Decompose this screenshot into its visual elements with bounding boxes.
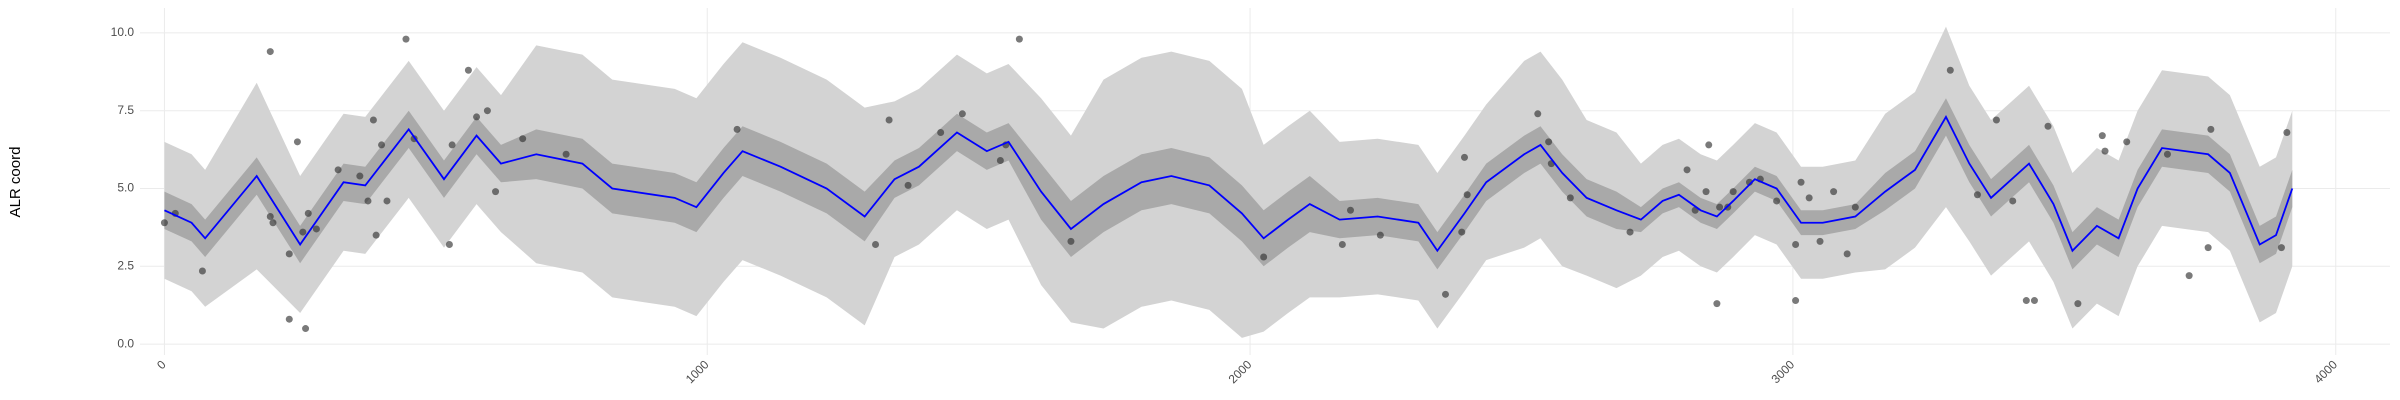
data-point	[302, 325, 310, 333]
data-point	[266, 213, 274, 221]
data-point	[269, 219, 277, 227]
data-point	[1843, 250, 1851, 258]
data-point	[293, 138, 301, 146]
data-point	[285, 315, 293, 323]
data-point	[1702, 188, 1710, 196]
data-point	[2185, 272, 2193, 280]
data-point	[1067, 237, 1075, 245]
data-point	[1015, 35, 1023, 43]
data-point	[1805, 194, 1813, 202]
data-point	[304, 209, 312, 217]
data-point	[383, 197, 391, 205]
data-point	[2030, 297, 2038, 305]
y-tick-label: 7.5	[117, 103, 134, 117]
data-point	[2009, 197, 2017, 205]
data-point	[1260, 253, 1268, 261]
data-point	[1683, 166, 1691, 174]
mean-line	[164, 115, 2294, 253]
data-point	[1545, 138, 1553, 146]
data-point	[1973, 191, 1981, 199]
data-point	[1946, 66, 1954, 74]
data-point	[1705, 141, 1713, 149]
data-point	[1376, 231, 1384, 239]
data-point	[519, 135, 527, 143]
data-point	[1830, 188, 1838, 196]
data-point	[885, 116, 893, 124]
data-point	[2101, 147, 2109, 155]
data-point	[483, 107, 491, 115]
data-point	[1729, 188, 1737, 196]
data-point	[1992, 116, 2000, 124]
data-point	[2204, 244, 2212, 252]
data-point	[733, 125, 741, 133]
data-point	[937, 128, 945, 136]
data-point	[2207, 125, 2215, 133]
x-tick-label: 3000	[1768, 357, 1797, 386]
y-tick-label: 2.5	[117, 258, 134, 272]
data-point	[1851, 203, 1859, 211]
data-point	[334, 166, 342, 174]
data-point	[492, 188, 500, 196]
data-point	[1463, 191, 1471, 199]
data-point	[872, 241, 880, 249]
x-tick-label: 1000	[683, 357, 712, 386]
x-tick-label: 2000	[1226, 357, 1255, 386]
data-point	[1338, 241, 1346, 249]
data-point	[2022, 297, 2030, 305]
data-point	[904, 181, 912, 189]
data-point	[378, 141, 386, 149]
data-point	[1566, 194, 1574, 202]
data-point	[464, 66, 472, 74]
data-point	[1797, 178, 1805, 186]
data-point	[369, 116, 377, 124]
data-point	[1460, 153, 1468, 161]
data-point	[1713, 300, 1721, 308]
data-point	[198, 267, 206, 275]
data-point	[372, 231, 380, 239]
data-point	[996, 156, 1004, 164]
data-point	[2098, 132, 2106, 140]
data-point	[1441, 290, 1449, 298]
y-axis-label: ALR coord	[7, 147, 24, 218]
data-point	[2283, 128, 2291, 136]
data-point	[312, 225, 320, 233]
data-point	[402, 35, 410, 43]
data-point	[364, 197, 372, 205]
data-point	[958, 110, 966, 118]
data-point	[562, 150, 570, 158]
data-point	[2163, 150, 2171, 158]
data-point	[1792, 241, 1800, 249]
data-point	[445, 241, 453, 249]
data-point	[473, 113, 481, 121]
y-tick-label: 0.0	[117, 336, 134, 350]
data-point	[2123, 138, 2131, 146]
data-point	[1773, 197, 1781, 205]
data-point	[356, 172, 364, 180]
data-point	[1458, 228, 1466, 236]
data-point	[2277, 244, 2285, 252]
data-point	[1626, 228, 1634, 236]
data-point	[299, 228, 307, 236]
data-point	[1716, 203, 1724, 211]
data-point	[1816, 237, 1824, 245]
data-point	[2074, 300, 2082, 308]
confidence-band	[164, 98, 2293, 270]
data-point	[448, 141, 456, 149]
y-tick-label: 10.0	[111, 25, 135, 39]
data-point	[2044, 122, 2052, 130]
data-point	[266, 48, 274, 56]
data-point	[1792, 297, 1800, 305]
x-tick-label: 0	[154, 357, 169, 372]
data-point	[1534, 110, 1542, 118]
data-point	[160, 219, 168, 227]
data-point	[1346, 206, 1354, 214]
x-tick-label: 4000	[2311, 357, 2340, 386]
y-tick-label: 5.0	[117, 181, 134, 195]
data-point	[285, 250, 293, 258]
